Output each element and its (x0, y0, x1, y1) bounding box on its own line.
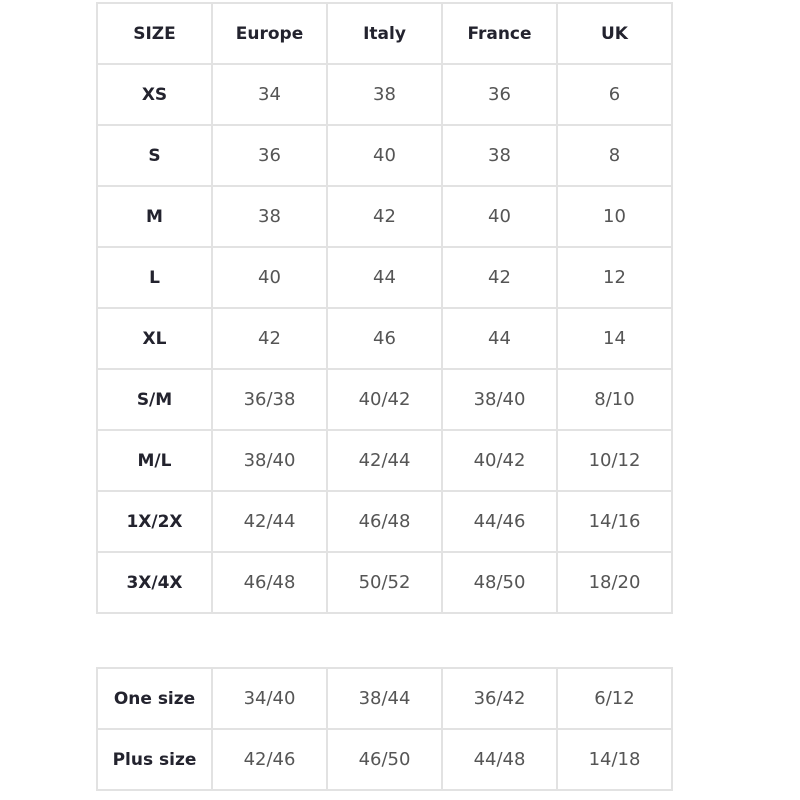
size-value-cell: 10/12 (556, 429, 673, 492)
table-row: XS 34 38 36 6 (96, 63, 673, 126)
size-value-cell: 10 (556, 185, 673, 248)
size-value-cell: 6/12 (556, 667, 673, 730)
size-value-cell: 40/42 (441, 429, 558, 492)
size-value-cell: 46/50 (326, 728, 443, 791)
size-label-cell: 3X/4X (96, 551, 213, 614)
size-value-cell: 42/44 (326, 429, 443, 492)
size-value-cell: 6 (556, 63, 673, 126)
size-value-cell: 36 (441, 63, 558, 126)
size-value-cell: 12 (556, 246, 673, 309)
size-value-cell: 50/52 (326, 551, 443, 614)
size-label-cell: L (96, 246, 213, 309)
size-label-cell: S (96, 124, 213, 187)
size-value-cell: 48/50 (441, 551, 558, 614)
column-header: Italy (326, 2, 443, 65)
size-value-cell: 42/44 (211, 490, 328, 553)
size-value-cell: 38 (211, 185, 328, 248)
size-label-cell: XL (96, 307, 213, 370)
table-row: XL 42 46 44 14 (96, 307, 673, 370)
size-value-cell: 44/46 (441, 490, 558, 553)
size-value-cell: 36/42 (441, 667, 558, 730)
table-row: M 38 42 40 10 (96, 185, 673, 248)
size-value-cell: 40 (326, 124, 443, 187)
size-value-cell: 42 (326, 185, 443, 248)
header-row: SIZE Europe Italy France UK (96, 2, 673, 65)
table-row: One size 34/40 38/44 36/42 6/12 (96, 667, 673, 730)
table-row: S 36 40 38 8 (96, 124, 673, 187)
size-value-cell: 36 (211, 124, 328, 187)
column-header: UK (556, 2, 673, 65)
size-label-cell: One size (96, 667, 213, 730)
size-chart-table: SIZE Europe Italy France UK XS 34 38 36 6 S 36 40 38 8… (96, 2, 673, 614)
size-label-cell: M (96, 185, 213, 248)
column-header: France (441, 2, 558, 65)
size-value-cell: 14 (556, 307, 673, 370)
size-value-cell: 38/40 (441, 368, 558, 431)
size-value-cell: 44/48 (441, 728, 558, 791)
size-value-cell: 42/46 (211, 728, 328, 791)
size-value-cell: 40 (441, 185, 558, 248)
size-value-cell: 36/38 (211, 368, 328, 431)
size-value-cell: 38/40 (211, 429, 328, 492)
size-value-cell: 40 (211, 246, 328, 309)
table-row: 3X/4X 46/48 50/52 48/50 18/20 (96, 551, 673, 614)
size-value-cell: 8/10 (556, 368, 673, 431)
size-value-cell: 42 (211, 307, 328, 370)
size-value-cell: 8 (556, 124, 673, 187)
one-size-plus-size-table: One size 34/40 38/44 36/42 6/12 Plus size 42/4… (96, 667, 673, 791)
size-label-cell: XS (96, 63, 213, 126)
size-value-cell: 38/44 (326, 667, 443, 730)
table-row: L 40 44 42 12 (96, 246, 673, 309)
column-header: SIZE (96, 2, 213, 65)
size-label-cell: Plus size (96, 728, 213, 791)
size-value-cell: 18/20 (556, 551, 673, 614)
size-value-cell: 46/48 (326, 490, 443, 553)
size-value-cell: 34 (211, 63, 328, 126)
size-value-cell: 38 (326, 63, 443, 126)
size-value-cell: 42 (441, 246, 558, 309)
size-value-cell: 44 (441, 307, 558, 370)
table-row: 1X/2X 42/44 46/48 44/46 14/16 (96, 490, 673, 553)
column-header: Europe (211, 2, 328, 65)
size-value-cell: 14/16 (556, 490, 673, 553)
table-row: Plus size 42/46 46/50 44/48 14/18 (96, 728, 673, 791)
table-row: S/M 36/38 40/42 38/40 8/10 (96, 368, 673, 431)
size-value-cell: 14/18 (556, 728, 673, 791)
size-label-cell: S/M (96, 368, 213, 431)
size-value-cell: 40/42 (326, 368, 443, 431)
size-value-cell: 44 (326, 246, 443, 309)
size-value-cell: 38 (441, 124, 558, 187)
size-value-cell: 46/48 (211, 551, 328, 614)
size-label-cell: 1X/2X (96, 490, 213, 553)
table-row: M/L 38/40 42/44 40/42 10/12 (96, 429, 673, 492)
size-value-cell: 34/40 (211, 667, 328, 730)
size-label-cell: M/L (96, 429, 213, 492)
size-value-cell: 46 (326, 307, 443, 370)
